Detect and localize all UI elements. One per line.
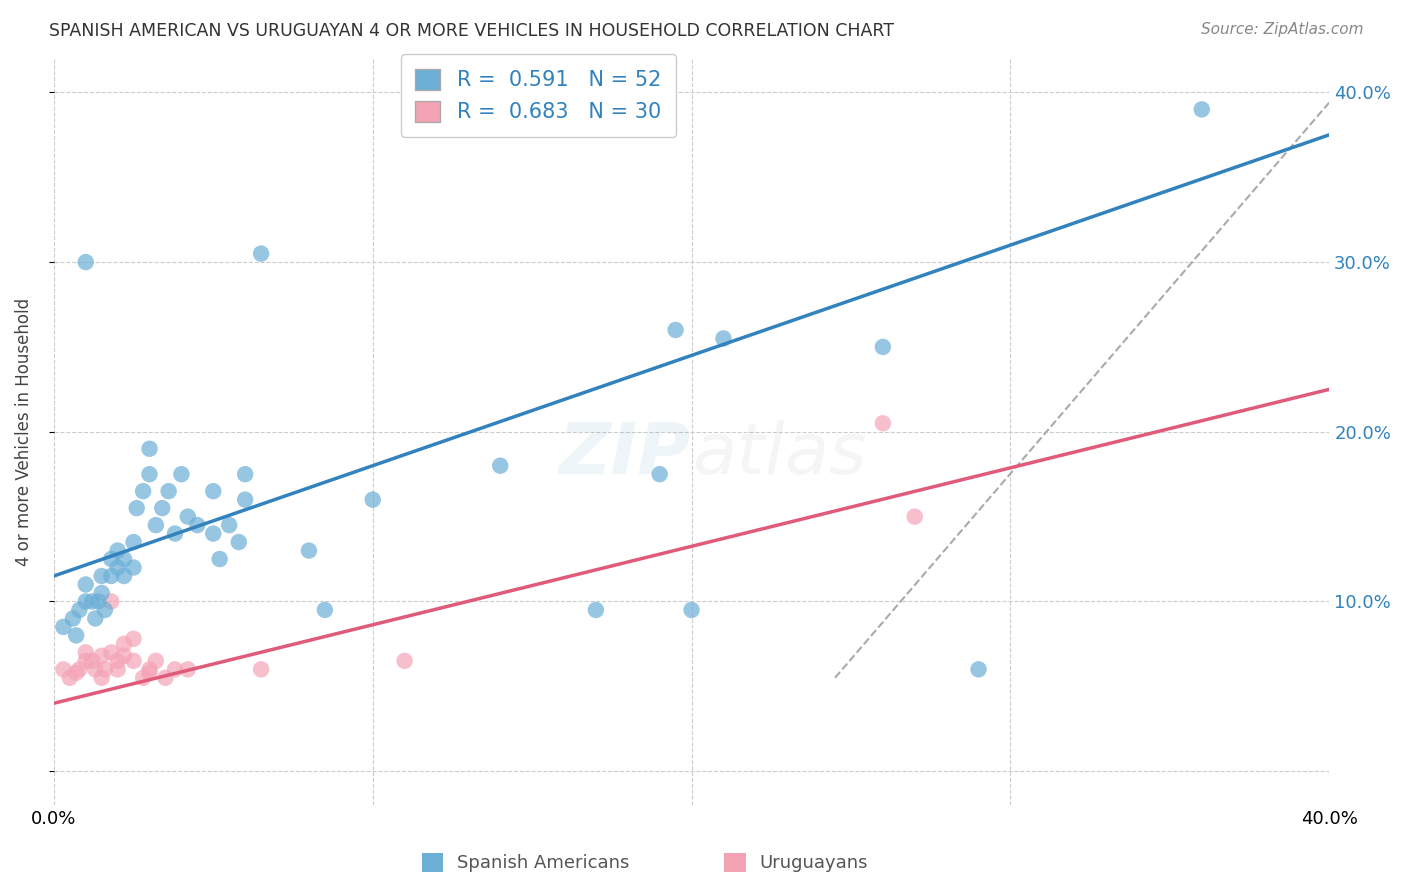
Text: SPANISH AMERICAN VS URUGUAYAN 4 OR MORE VEHICLES IN HOUSEHOLD CORRELATION CHART: SPANISH AMERICAN VS URUGUAYAN 4 OR MORE …: [49, 22, 894, 40]
Point: [100, 569, 122, 583]
Point: [65, 665, 87, 680]
Point: [107, 543, 129, 558]
Point: [186, 518, 208, 533]
Point: [132, 484, 155, 499]
Point: [75, 654, 97, 668]
Point: [872, 417, 894, 431]
Point: [138, 662, 160, 676]
Point: [122, 654, 145, 668]
Point: [107, 662, 129, 676]
Y-axis label: 4 or more Vehicles in Household: 4 or more Vehicles in Household: [15, 298, 32, 566]
Point: [112, 552, 135, 566]
Point: [394, 654, 416, 668]
Point: [202, 526, 225, 541]
Point: [170, 467, 193, 482]
Point: [112, 637, 135, 651]
Point: [125, 501, 148, 516]
Point: [233, 467, 256, 482]
Point: [157, 484, 180, 499]
Point: [872, 340, 894, 354]
Point: [100, 594, 122, 608]
Point: [90, 648, 112, 663]
Point: [150, 501, 173, 516]
Point: [52, 662, 75, 676]
Point: [132, 671, 155, 685]
Point: [122, 560, 145, 574]
Point: [163, 662, 186, 676]
Point: [90, 671, 112, 685]
Point: [233, 492, 256, 507]
Point: [75, 577, 97, 591]
Point: [250, 246, 273, 260]
Point: [145, 654, 167, 668]
Point: [107, 560, 129, 574]
Point: [155, 671, 177, 685]
Point: [1191, 103, 1213, 117]
Point: [681, 603, 703, 617]
Point: [59, 671, 82, 685]
Point: [208, 552, 231, 566]
Point: [138, 467, 160, 482]
Point: [67, 662, 90, 676]
Point: [65, 628, 87, 642]
Point: [298, 543, 321, 558]
Point: [94, 662, 117, 676]
Point: [75, 255, 97, 269]
Point: [489, 458, 512, 473]
Point: [87, 594, 110, 608]
Point: [75, 645, 97, 659]
Point: [82, 654, 104, 668]
Point: [122, 535, 145, 549]
Text: Uruguayans: Uruguayans: [759, 854, 868, 871]
Text: ZIP: ZIP: [560, 419, 692, 489]
Point: [967, 662, 990, 676]
Point: [82, 594, 104, 608]
Point: [112, 648, 135, 663]
Point: [138, 665, 160, 680]
Point: [90, 569, 112, 583]
Point: [75, 594, 97, 608]
Text: atlas: atlas: [692, 419, 866, 489]
Point: [218, 518, 240, 533]
Point: [314, 603, 336, 617]
Point: [665, 323, 688, 337]
Point: [112, 569, 135, 583]
Point: [67, 603, 90, 617]
Point: [100, 552, 122, 566]
Text: Spanish Americans: Spanish Americans: [457, 854, 630, 871]
Point: [52, 620, 75, 634]
Point: [202, 484, 225, 499]
Point: [250, 662, 273, 676]
Point: [107, 654, 129, 668]
Legend: R =  0.591   N = 52, R =  0.683   N = 30: R = 0.591 N = 52, R = 0.683 N = 30: [401, 54, 676, 137]
Point: [713, 331, 735, 345]
Point: [84, 662, 107, 676]
Point: [228, 535, 250, 549]
Text: Source: ZipAtlas.com: Source: ZipAtlas.com: [1201, 22, 1364, 37]
Point: [62, 611, 84, 625]
Point: [94, 603, 117, 617]
Point: [648, 467, 671, 482]
Point: [361, 492, 384, 507]
Point: [90, 586, 112, 600]
Point: [100, 645, 122, 659]
Point: [177, 662, 200, 676]
Point: [84, 611, 107, 625]
Point: [138, 442, 160, 456]
Point: [585, 603, 607, 617]
Point: [122, 632, 145, 646]
Point: [904, 509, 927, 524]
Point: [177, 509, 200, 524]
Point: [145, 518, 167, 533]
Point: [163, 526, 186, 541]
